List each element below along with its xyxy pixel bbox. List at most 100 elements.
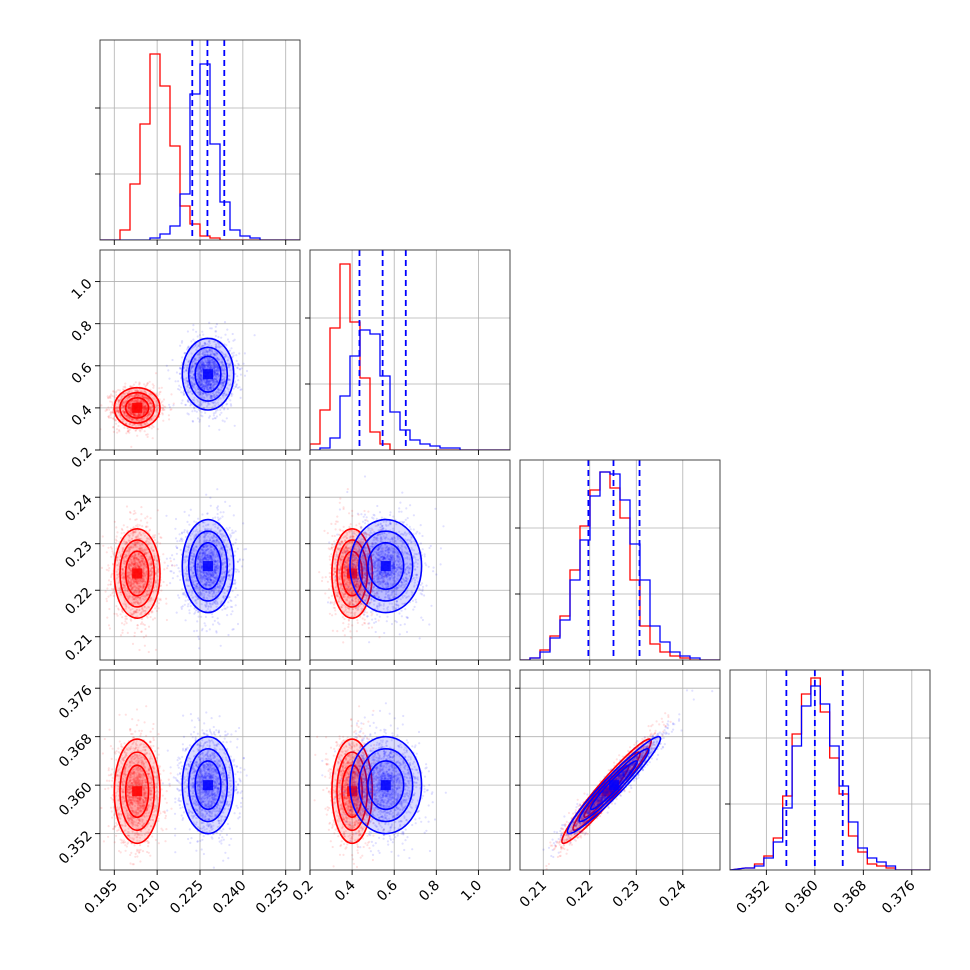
scatter-point [136,415,139,418]
scatter-point [137,399,140,402]
scatter-point [216,357,219,360]
scatter-point [126,396,129,399]
scatter-point [131,642,135,645]
scatter-point [209,386,212,389]
scatter-point [143,410,146,413]
scatter-point [202,385,205,388]
scatter-point [150,409,154,412]
scatter-point [145,408,148,411]
scatter-point [140,630,143,633]
scatter-point [215,363,218,366]
scatter-point [187,603,190,606]
scatter-point [127,407,130,410]
scatter-point [138,412,141,415]
scatter-point [187,359,190,362]
scatter-point [112,425,115,429]
scatter-point [190,364,193,367]
scatter-point [129,511,132,514]
scatter-point [215,371,218,374]
scatter-point [212,387,215,390]
scatter-point [112,411,115,414]
scatter-point [212,365,216,368]
scatter-point [119,634,123,637]
scatter-point [147,413,150,416]
scatter-point [205,394,208,397]
scatter-point [207,364,210,367]
scatter-point [138,381,141,384]
scatter-point [117,424,120,428]
scatter-point [213,353,216,356]
scatter-point [134,381,137,384]
scatter-point [120,532,123,535]
scatter-point [202,333,205,336]
scatter-point [117,388,120,392]
scatter-point [201,415,204,418]
scatter-point [215,367,219,371]
scatter-point [129,394,132,397]
scatter-point [234,541,237,544]
panel-1-1 [305,249,511,455]
scatter-point [198,382,201,385]
scatter-point [184,377,188,380]
scatter-point [153,538,157,542]
scatter-point [209,351,212,354]
scatter-point [130,418,133,421]
scatter-point [162,419,165,422]
scatter-point [214,365,217,368]
scatter-point [137,393,140,396]
scatter-point [208,382,211,385]
scatter-point [138,388,141,391]
scatter-point [216,368,219,371]
scatter-point [208,361,211,364]
scatter-point [178,372,182,375]
scatter-point [144,627,147,631]
scatter-point [130,411,133,414]
scatter-point [128,407,132,410]
scatter-point [239,388,242,391]
scatter-point [107,595,110,598]
scatter-point [118,398,121,401]
scatter-point [143,411,146,414]
scatter-point [209,387,212,390]
scatter-point [143,407,146,410]
scatter-point [151,437,154,440]
scatter-point [203,388,206,391]
scatter-point [141,418,144,421]
scatter-point [129,408,132,411]
scatter-point [215,369,218,372]
scatter-point [206,386,209,389]
scatter-point [149,409,152,412]
scatter-point [133,401,136,404]
scatter-point [184,382,187,385]
scatter-point [135,400,138,403]
scatter-point [166,564,169,567]
scatter-point [149,392,152,395]
scatter-point [109,393,113,396]
scatter-point [137,395,140,398]
scatter-point [144,526,148,529]
scatter-point [189,403,193,406]
scatter-point [122,405,125,408]
scatter-point [192,346,195,349]
scatter-point [109,416,113,419]
scatter-point [205,384,208,387]
scatter-point [150,427,153,430]
scatter-point [135,388,138,391]
scatter-point [215,323,218,326]
scatter-point [137,390,140,393]
scatter-point [228,378,231,382]
scatter-point [199,373,203,376]
scatter-point [136,394,139,397]
scatter-point [139,400,142,403]
scatter-point [201,383,204,386]
scatter-point [134,389,137,392]
scatter-point [215,391,218,394]
histogram-step-series-1 [100,63,300,240]
scatter-point [128,389,131,392]
scatter-point [139,413,142,416]
scatter-point [145,634,148,637]
scatter-point [129,428,132,431]
scatter-point [222,372,225,375]
scatter-point [143,411,146,414]
scatter-point [108,416,111,419]
